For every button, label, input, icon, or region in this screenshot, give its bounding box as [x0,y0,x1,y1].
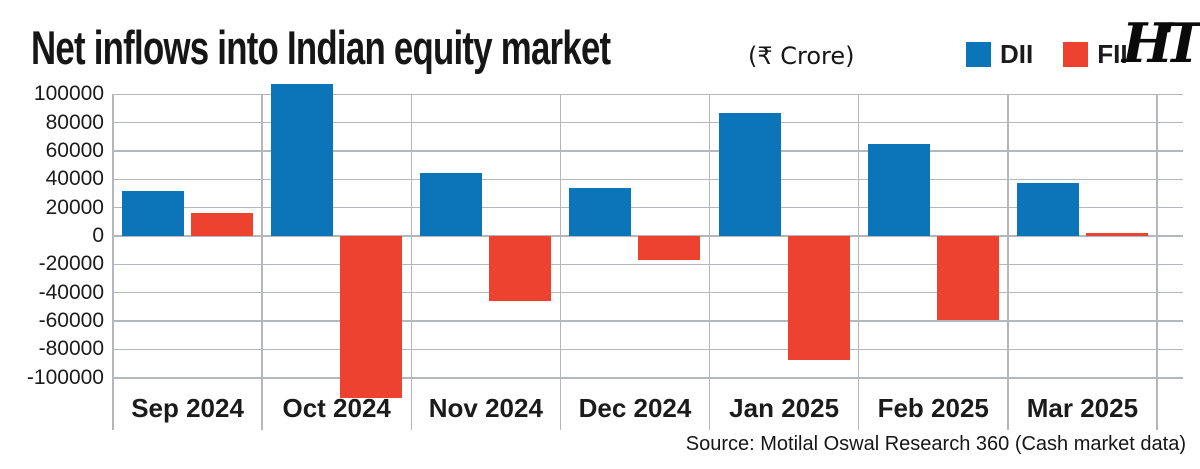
category-separator [559,94,562,430]
y-axis-tick-label: 80000 [45,110,104,134]
y-axis-tick-label: 100000 [33,82,104,106]
category-separator [708,94,711,430]
bar-dii-nov-2024 [420,172,483,236]
bar-dii-feb-2025 [867,143,930,236]
gridline [113,150,1183,152]
legend: DII FII [966,41,1128,67]
legend-label: FII [1097,39,1128,69]
gridline [113,377,1183,379]
bar-fii-sep-2024 [191,213,253,236]
legend-swatch-fii [1063,41,1089,67]
unit-label: (₹ Crore) [748,42,855,70]
gridline [113,320,1183,322]
page-title: Net inflows into Indian equity market [31,21,611,74]
y-axis-tick-label: 0 [92,224,104,247]
x-axis-label: Sep 2024 [131,393,244,423]
y-axis-tick-label: 40000 [45,167,104,191]
category-separator [261,94,263,430]
gridline [113,291,1183,294]
ht-logo: HT [1122,11,1200,75]
legend-swatch-dii [966,41,991,67]
category-separator [857,94,860,430]
y-axis-tick-label: -80000 [38,337,104,361]
category-separator [1007,94,1009,430]
gridline [113,348,1183,351]
gridline [113,93,1183,95]
y-axis-tick-label: 20000 [45,195,104,219]
y-axis-tick-label: -40000 [38,280,104,304]
legend-item-fii: FII [1063,39,1128,69]
legend-item-dii: DII [966,41,1033,67]
source-credit: Source: Motilal Oswal Research 360 (Cash… [685,433,1186,455]
category-separator [1156,94,1158,430]
bar-dii-jan-2025 [718,112,781,236]
bar-fii-dec-2024 [638,236,701,261]
bar-dii-dec-2024 [569,187,632,236]
plot-area: Sep 2024 Oct 2024 Nov 2024 Dec 2024 Jan 2025… [112,75,1183,430]
bar-dii-mar-2025 [1016,182,1079,236]
legend-label: DII [1000,39,1034,69]
gridline [113,178,1183,181]
x-axis-label: Dec 2024 [578,393,692,423]
bar-fii-feb-2025 [936,236,999,320]
x-axis-label: Nov 2024 [428,393,543,423]
y-axis: 100000 80000 60000 40000 20000 0 -20000 -40000 -… [0,75,104,430]
category-separator [410,94,413,430]
bar-fii-nov-2024 [489,236,552,302]
x-axis-label: Mar 2025 [1026,393,1139,423]
y-axis-tick-label: -100000 [26,365,104,389]
y-axis-tick-label: -20000 [38,252,104,276]
bar-fii-jan-2025 [787,236,850,361]
gridline [113,121,1183,124]
category-separator [112,94,114,430]
bar-dii-sep-2024 [122,190,184,236]
x-axis-label: Jan 2025 [729,393,840,423]
gridline [113,263,1183,266]
bar-fii-mar-2025 [1085,233,1148,236]
gridline [113,206,1183,209]
x-axis-label: Feb 2025 [877,393,989,423]
y-axis-tick-label: -60000 [38,309,104,333]
y-axis-tick-label: 60000 [45,138,104,162]
bar-fii-oct-2024 [340,236,403,398]
x-axis-label: Oct 2024 [282,393,391,423]
bar-dii-oct-2024 [271,83,334,236]
